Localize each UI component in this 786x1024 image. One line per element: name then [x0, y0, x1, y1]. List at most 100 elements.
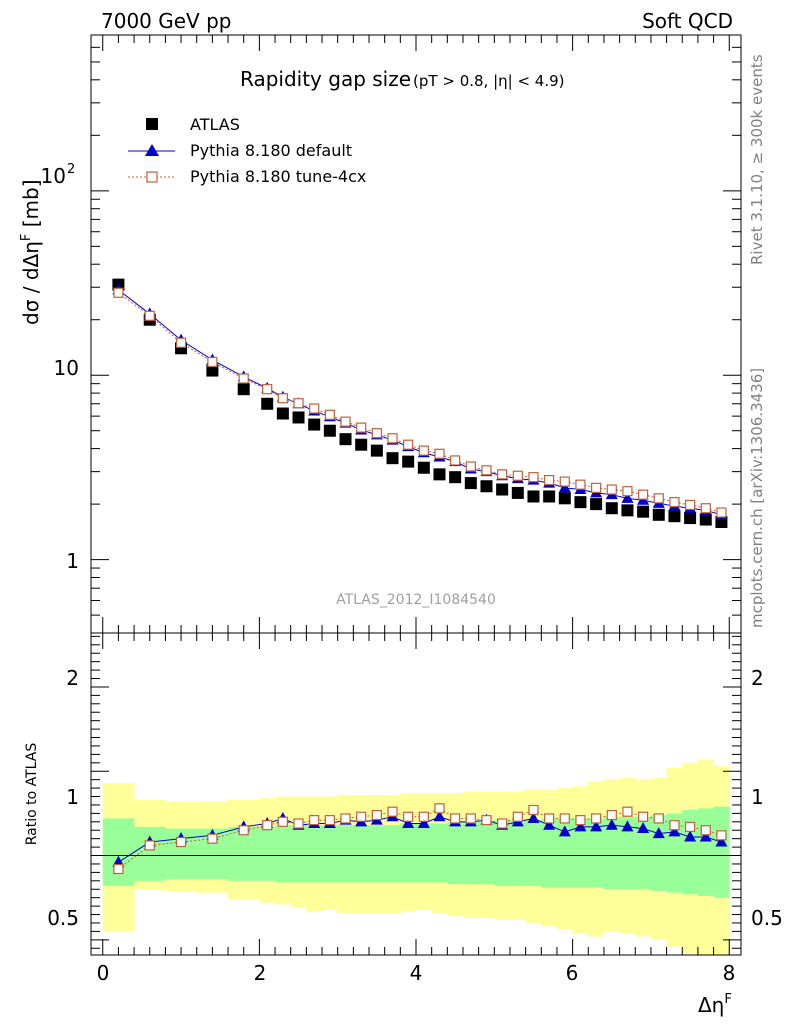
ratio-series-1-point-31 [669, 820, 680, 831]
ratio-series-1-point-24 [559, 813, 570, 824]
x-tick-label-8: 8 [723, 961, 736, 985]
main-series-2-point-9 [324, 409, 335, 420]
main-series-0-point-3 [206, 364, 219, 377]
stat-band-bin-20 [494, 820, 511, 886]
main-y-axis-label: dσ / dΔηF [mb] [19, 179, 43, 325]
ratio-series-0-point-30 [652, 827, 665, 839]
main-series-line-2 [118, 292, 722, 514]
ratio-series-1-point-23 [544, 813, 555, 824]
main-series-2-point-15 [418, 445, 429, 456]
ratio-y-tick-label-right-1: 1 [751, 785, 764, 809]
ratio-series-0-point-16 [433, 810, 446, 822]
stat-band-bin-30 [650, 815, 668, 891]
ratio-series-1-point-15 [418, 811, 429, 822]
mcplots-label: mcplots.cern.ch [arXiv:1306.3436] [748, 368, 766, 628]
main-series-2-point-30 [653, 493, 664, 504]
main-series-0-point-24 [558, 492, 571, 505]
ratio-y-tick-label-1: 1 [66, 785, 79, 809]
main-series-2-point-1 [144, 310, 155, 321]
x-tick-label-4: 4 [410, 961, 423, 985]
main-series-2-point-28 [622, 486, 633, 497]
main-series-0-point-20 [496, 483, 509, 496]
stat-band-bin-6 [275, 825, 292, 883]
ratio-y-tick-label-right-2: 2 [751, 666, 764, 690]
ratio-series-0-point-24 [558, 825, 571, 837]
x-tick-label-0: 0 [97, 961, 110, 985]
main-series-2-point-12 [371, 428, 382, 439]
ratio-series-0-point-26 [590, 820, 603, 832]
stat-band-bin-0 [102, 818, 135, 886]
stat-band-bin-9 [322, 825, 339, 883]
ratio-series-1-point-21 [512, 811, 523, 822]
stat-band-bin-14 [400, 823, 417, 883]
main-series-2-point-18 [465, 461, 476, 472]
legend-marker-pythia-default [145, 144, 159, 156]
legend-marker-atlas [146, 118, 158, 130]
main-series-2-point-34 [716, 507, 727, 518]
ratio-series-1-point-11 [356, 811, 367, 822]
main-series-0-point-19 [480, 480, 493, 493]
main-series-2-point-29 [638, 489, 649, 500]
main-series-2-point-11 [356, 422, 367, 433]
stat-band-bin-5 [259, 826, 276, 881]
main-series-2-point-7 [293, 398, 304, 409]
main-series-line-1 [118, 289, 722, 516]
ratio-series-0-point-34 [715, 835, 728, 847]
ratio-series-1-point-25 [575, 815, 586, 826]
ratio-series-1-point-8 [309, 815, 320, 826]
main-y-tick-label-exponent: 2 [67, 162, 75, 177]
ratio-series-1-point-17 [450, 813, 461, 824]
main-series-2-point-16 [434, 448, 445, 459]
chart-title-main: Rapidity gap size [240, 67, 411, 91]
main-series-2-point-8 [309, 403, 320, 414]
main-series-0-point-31 [668, 510, 681, 523]
ratio-series-0-point-28 [621, 820, 634, 832]
main-series-0-point-15 [417, 461, 430, 474]
main-series-0-point-14 [402, 455, 415, 468]
main-series-0-point-21 [511, 486, 524, 499]
ratio-y-tick-label-0-5: 0.5 [47, 906, 79, 930]
ratio-y-tick-labels-right: 2 1 0.5 [751, 666, 783, 930]
main-series-2-point-5 [262, 384, 273, 395]
stat-band-bin-25 [572, 818, 589, 888]
main-series-0-point-12 [370, 444, 383, 457]
main-series-2-point-21 [512, 470, 523, 481]
main-series-0-point-29 [637, 505, 650, 518]
legend-label-pythia-default: Pythia 8.180 default [190, 141, 352, 160]
main-series-0-point-5 [261, 397, 274, 410]
main-axis-ticks [91, 34, 741, 634]
ratio-series-0-point-15 [417, 817, 430, 829]
main-series-0-point-32 [684, 512, 697, 525]
ratio-series-1-point-28 [622, 806, 633, 817]
main-series-2-point-4 [238, 373, 249, 384]
ratio-series-1-point-13 [387, 806, 398, 817]
stat-band-bin-34 [713, 806, 730, 898]
stat-band-bin-15 [416, 823, 433, 883]
ratio-series-1-point-19 [481, 815, 492, 826]
ratio-series-1-point-29 [638, 811, 649, 822]
main-series-0-point-28 [621, 504, 634, 517]
main-series-0-point-26 [590, 498, 603, 511]
ratio-series-0-point-25 [574, 820, 587, 832]
main-series-2-point-32 [684, 499, 696, 511]
ratio-series-1-point-1 [144, 840, 155, 851]
stat-band-bin-27 [603, 816, 621, 890]
stat-band-bin-33 [697, 808, 714, 896]
header-right: Soft QCD [642, 9, 733, 33]
main-series-0-point-7 [292, 411, 305, 424]
ratio-series-0-point-33 [699, 830, 712, 842]
main-series-0-point-17 [449, 471, 462, 484]
main-series-2-point-23 [544, 474, 555, 486]
main-y-tick-label-10: 10 [54, 356, 79, 380]
main-series-0-point-13 [386, 452, 399, 465]
main-series-0-point-10 [339, 433, 352, 446]
main-series-2-point-33 [700, 503, 711, 514]
ratio-series-0-point-32 [684, 830, 697, 842]
ratio-y-axis-label: Ratio to ATLAS [24, 743, 40, 846]
x-tick-labels: 0 2 4 6 8 [97, 961, 736, 985]
ratio-series-0-point-22 [527, 811, 540, 823]
main-y-tick-label-100: 10 [41, 164, 66, 188]
ratio-series-1-point-34 [716, 830, 727, 841]
ratio-series-1-point-22 [528, 804, 539, 816]
